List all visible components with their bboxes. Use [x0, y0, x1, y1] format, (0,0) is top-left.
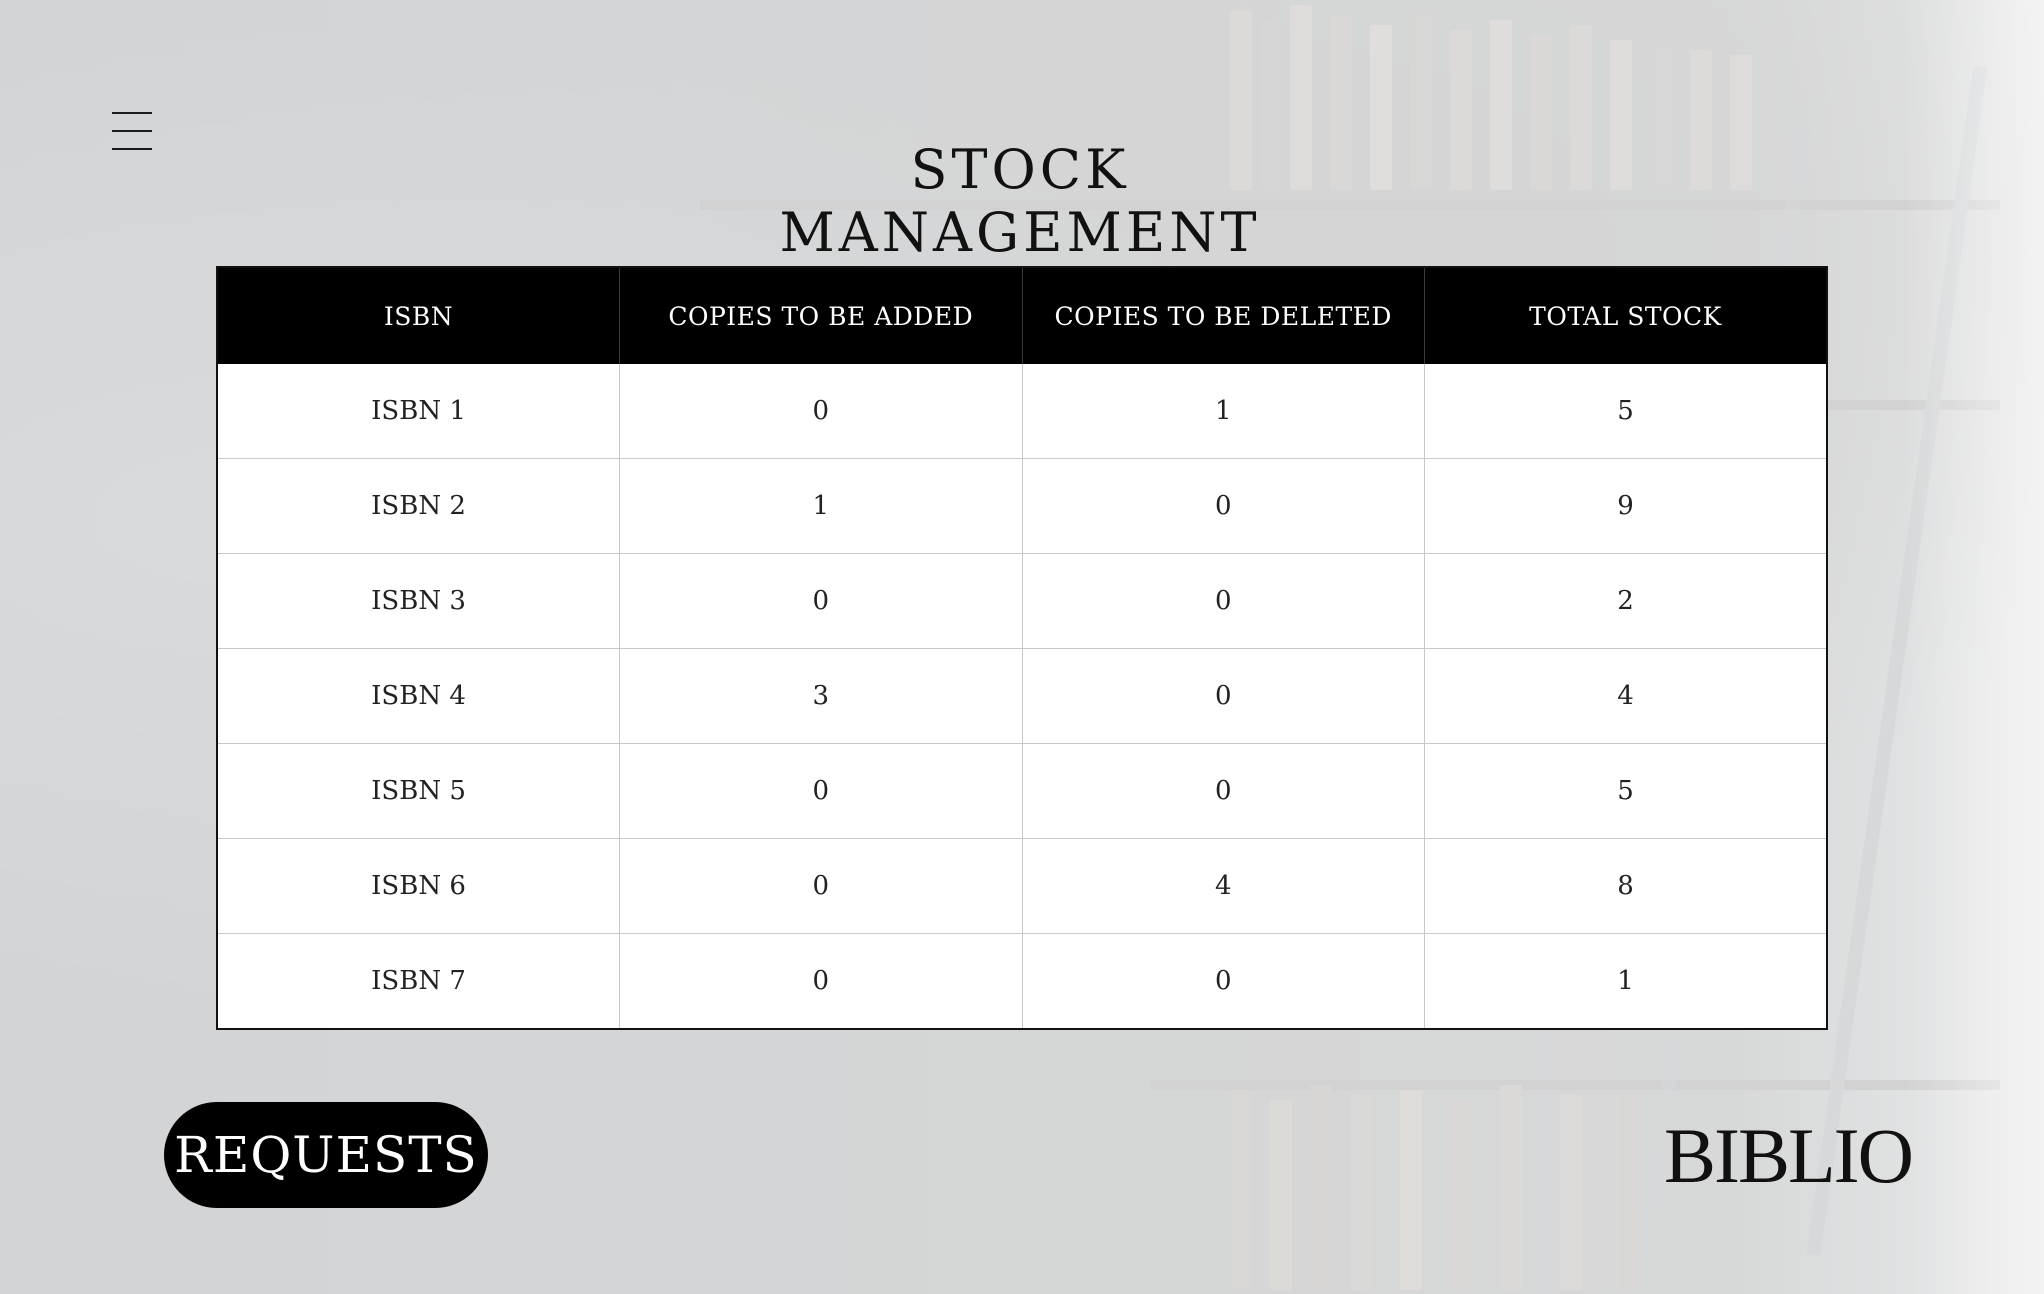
isbn-cell: ISBN 1 — [217, 364, 620, 459]
total-stock-cell: 5 — [1424, 364, 1827, 459]
menu-line — [112, 130, 152, 132]
copies-deleted-cell[interactable]: 1 — [1022, 364, 1425, 459]
copies-added-cell[interactable]: 0 — [619, 364, 1023, 459]
isbn-cell: ISBN 6 — [217, 838, 620, 934]
isbn-cell: ISBN 7 — [217, 933, 620, 1029]
copies-added-cell[interactable]: 0 — [619, 933, 1023, 1029]
copies-deleted-cell[interactable]: 0 — [1022, 458, 1425, 554]
table-row[interactable]: ISBN 3 0 0 2 — [217, 553, 1827, 649]
isbn-cell: ISBN 5 — [217, 743, 620, 839]
table-row[interactable]: ISBN 6 0 4 8 — [217, 838, 1827, 934]
table-row[interactable]: ISBN 5 0 0 5 — [217, 743, 1827, 839]
stock-table: ISBN COPIES TO BE ADDED COPIES TO BE DEL… — [216, 266, 1828, 1030]
biblio-logo: BIBLIO — [1664, 1112, 1914, 1199]
copies-added-cell[interactable]: 0 — [619, 553, 1023, 649]
isbn-cell: ISBN 2 — [217, 458, 620, 554]
column-header-copies-added[interactable]: COPIES TO BE ADDED — [619, 267, 1023, 364]
copies-added-cell[interactable]: 0 — [619, 838, 1023, 934]
copies-deleted-cell[interactable]: 0 — [1022, 933, 1425, 1029]
menu-line — [112, 148, 152, 150]
copies-deleted-cell[interactable]: 0 — [1022, 743, 1425, 839]
copies-added-cell[interactable]: 3 — [619, 648, 1023, 744]
total-stock-cell: 4 — [1424, 648, 1827, 744]
table-row[interactable]: ISBN 4 3 0 4 — [217, 648, 1827, 744]
menu-line — [112, 112, 152, 114]
table-row[interactable]: ISBN 2 1 0 9 — [217, 458, 1827, 554]
total-stock-cell: 2 — [1424, 553, 1827, 649]
column-header-isbn[interactable]: ISBN — [217, 267, 620, 364]
hamburger-menu-icon[interactable] — [110, 108, 154, 152]
total-stock-cell: 5 — [1424, 743, 1827, 839]
copies-deleted-cell[interactable]: 0 — [1022, 648, 1425, 744]
column-header-total-stock[interactable]: TOTAL STOCK — [1424, 267, 1827, 364]
total-stock-cell: 8 — [1424, 838, 1827, 934]
total-stock-cell: 1 — [1617, 966, 1634, 996]
copies-deleted-cell[interactable]: 4 — [1022, 838, 1425, 934]
page-title: STOCK MANAGEMENT — [779, 138, 1261, 264]
copies-deleted-cell[interactable]: 0 — [1022, 553, 1425, 649]
column-header-copies-deleted[interactable]: COPIES TO BE DELETED — [1022, 267, 1425, 364]
copies-added-cell[interactable]: 1 — [619, 458, 1023, 554]
isbn-cell: ISBN 4 — [217, 648, 620, 744]
table-row[interactable]: ISBN 1 0 1 5 — [217, 364, 1827, 459]
background-fade-right — [1904, 0, 2044, 1294]
total-stock-cell: 9 — [1424, 458, 1827, 554]
copies-added-cell[interactable]: 0 — [619, 743, 1023, 839]
requests-button[interactable]: REQUESTS — [164, 1102, 488, 1208]
isbn-cell: ISBN 3 — [217, 553, 620, 649]
table-row[interactable]: ISBN 7 0 0 1 — [217, 933, 1827, 1029]
table-header-row: ISBN COPIES TO BE ADDED COPIES TO BE DEL… — [217, 267, 1827, 364]
